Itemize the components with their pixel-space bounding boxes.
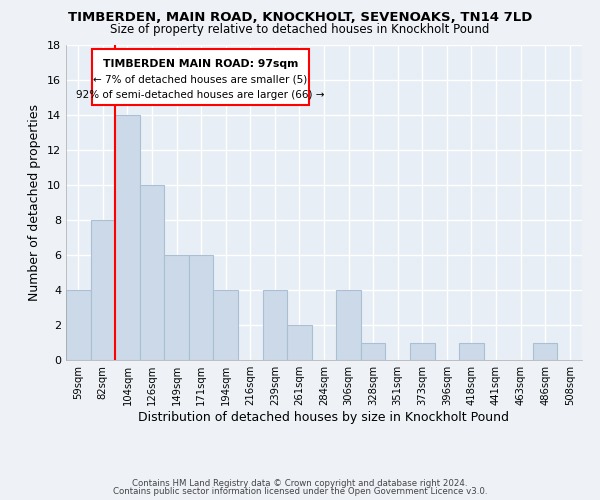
Bar [410,342,434,360]
Bar [263,290,287,360]
Bar [115,115,140,360]
Text: TIMBERDEN MAIN ROAD: 97sqm: TIMBERDEN MAIN ROAD: 97sqm [103,59,298,69]
Y-axis label: Number of detached properties: Number of detached properties [28,104,41,301]
Bar [91,220,115,360]
Bar [533,342,557,360]
Bar [459,342,484,360]
Bar [140,185,164,360]
Bar [66,290,91,360]
Text: Contains HM Land Registry data © Crown copyright and database right 2024.: Contains HM Land Registry data © Crown c… [132,478,468,488]
X-axis label: Distribution of detached houses by size in Knockholt Pound: Distribution of detached houses by size … [139,411,509,424]
Bar [189,255,214,360]
Text: 92% of semi-detached houses are larger (66) →: 92% of semi-detached houses are larger (… [76,90,325,101]
FancyBboxPatch shape [92,50,309,104]
Text: Contains public sector information licensed under the Open Government Licence v3: Contains public sector information licen… [113,487,487,496]
Text: TIMBERDEN, MAIN ROAD, KNOCKHOLT, SEVENOAKS, TN14 7LD: TIMBERDEN, MAIN ROAD, KNOCKHOLT, SEVENOA… [68,11,532,24]
Bar [164,255,189,360]
Bar [336,290,361,360]
Text: ← 7% of detached houses are smaller (5): ← 7% of detached houses are smaller (5) [94,74,308,85]
Bar [214,290,238,360]
Bar [287,325,312,360]
Bar [361,342,385,360]
Text: Size of property relative to detached houses in Knockholt Pound: Size of property relative to detached ho… [110,22,490,36]
